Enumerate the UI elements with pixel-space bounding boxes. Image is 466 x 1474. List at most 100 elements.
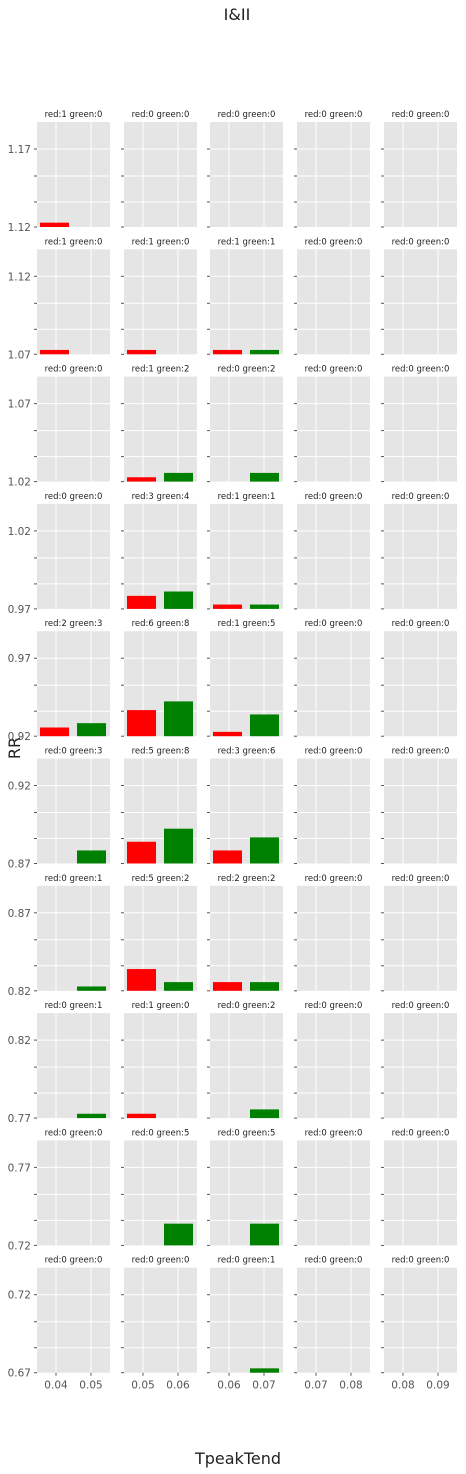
facet-panel: red:3 green:4 xyxy=(121,492,197,610)
panel-background xyxy=(384,631,457,737)
panel-label: red:0 green:0 xyxy=(132,110,190,120)
y-tick-label: 1.02 xyxy=(8,526,31,538)
facet-panel: red:0 green:0 xyxy=(294,1128,370,1246)
panel-label: red:0 green:1 xyxy=(45,1001,103,1011)
facet-panel: red:0 green:0 xyxy=(381,747,457,864)
panel-background xyxy=(210,376,283,482)
bar-green xyxy=(250,349,279,355)
facet-panel: red:0 green:0 xyxy=(381,365,457,483)
panel-background xyxy=(297,1013,370,1119)
x-tick-label: 0.08 xyxy=(339,1380,362,1392)
panel-label: red:0 green:0 xyxy=(392,110,450,120)
panel-label: red:0 green:0 xyxy=(392,1001,450,1011)
bar-green xyxy=(77,723,106,737)
panel-background xyxy=(297,249,370,355)
facet-panel: red:1 green:0 xyxy=(34,110,110,228)
facet-panel: red:0 green:1 xyxy=(34,874,110,992)
panel-label: red:0 green:0 xyxy=(305,1256,363,1266)
panel-label: red:0 green:2 xyxy=(218,365,276,375)
panel-background xyxy=(210,249,283,355)
y-tick-label: 1.12 xyxy=(8,222,31,234)
panel-background xyxy=(384,122,457,227)
y-tick-label: 0.92 xyxy=(8,731,31,743)
facet-panel: red:1 green:0 xyxy=(34,237,110,355)
facet-panel: red:0 green:0 xyxy=(381,110,457,228)
facet-panel: red:1 green:5 xyxy=(207,619,283,737)
facet-panel: red:0 green:2 xyxy=(207,365,283,483)
facet-panel: red:0 green:0 xyxy=(294,237,370,355)
panel-label: red:0 green:0 xyxy=(392,1256,450,1266)
panel-background xyxy=(37,758,110,864)
x-tick-label: 0.07 xyxy=(252,1380,275,1392)
facet-panel: red:0 green:2 xyxy=(207,1001,283,1119)
y-axis-label: RR xyxy=(5,737,24,759)
panel-background xyxy=(124,122,197,227)
panel-background xyxy=(384,1267,457,1373)
facet-panel: red:0 green:0 xyxy=(34,1256,110,1374)
facet-panel: red:0 green:0 xyxy=(121,1256,197,1374)
panel-background xyxy=(37,1267,110,1373)
panel-label: red:3 green:4 xyxy=(132,492,190,502)
bar-green xyxy=(164,701,193,737)
bar-red xyxy=(213,349,242,355)
panel-background xyxy=(210,885,283,991)
bar-red xyxy=(127,969,156,991)
panel-label: red:0 green:0 xyxy=(392,237,450,247)
panel-background xyxy=(210,122,283,227)
panel-background xyxy=(37,885,110,991)
facet-panel: red:0 green:0 xyxy=(381,492,457,610)
bar-green xyxy=(164,828,193,864)
bar-red xyxy=(213,604,242,609)
panel-background xyxy=(297,376,370,482)
panel-background xyxy=(297,503,370,609)
panel-background xyxy=(37,631,110,737)
panel-label: red:1 green:0 xyxy=(132,237,190,247)
y-tick-label: 0.97 xyxy=(8,653,31,665)
panel-label: red:1 green:0 xyxy=(45,237,103,247)
panel-background xyxy=(384,1140,457,1246)
facet-panel: red:0 green:0 xyxy=(294,110,370,228)
y-tick-label: 1.02 xyxy=(8,477,31,489)
facet-panel: red:0 green:0 xyxy=(121,110,197,228)
facet-panel: red:0 green:1 xyxy=(207,1256,283,1374)
panel-label: red:0 green:5 xyxy=(132,1128,190,1138)
x-axis-label: TpeakTend xyxy=(194,1449,281,1468)
y-tick-label: 1.07 xyxy=(8,349,31,361)
panel-label: red:0 green:0 xyxy=(305,1001,363,1011)
facet-panel: red:0 green:0 xyxy=(294,1001,370,1119)
panel-label: red:1 green:0 xyxy=(45,110,103,120)
panel-label: red:0 green:5 xyxy=(218,1128,276,1138)
bar-red xyxy=(127,841,156,864)
bar-green xyxy=(250,714,279,737)
bar-green xyxy=(250,1368,279,1373)
bar-green xyxy=(77,1113,106,1119)
facet-panel: red:0 green:3 xyxy=(34,747,110,864)
panel-label: red:2 green:3 xyxy=(45,619,103,629)
facet-panel: red:2 green:3 xyxy=(34,619,110,737)
bar-green xyxy=(164,591,193,609)
facet-panel: red:0 green:0 xyxy=(294,1256,370,1374)
panel-background xyxy=(210,1013,283,1119)
facet-panel: red:0 green:0 xyxy=(294,747,370,864)
panel-label: red:0 green:2 xyxy=(218,1001,276,1011)
panel-background xyxy=(384,758,457,864)
bar-red xyxy=(127,595,156,609)
panel-background xyxy=(384,1013,457,1119)
panel-background xyxy=(124,1267,197,1373)
panel-label: red:0 green:0 xyxy=(305,619,363,629)
panel-background xyxy=(124,249,197,355)
figure-title: I&II xyxy=(224,5,251,24)
panel-label: red:5 green:8 xyxy=(132,747,190,757)
panel-label: red:0 green:0 xyxy=(392,619,450,629)
panel-background xyxy=(210,1267,283,1373)
panel-label: red:0 green:0 xyxy=(392,747,450,757)
x-tick-label: 0.08 xyxy=(391,1380,414,1392)
panel-label: red:0 green:0 xyxy=(392,1128,450,1138)
y-tick-label: 0.67 xyxy=(8,1368,31,1380)
bar-red xyxy=(127,710,156,737)
panel-background xyxy=(384,376,457,482)
facet-panel: red:0 green:0 xyxy=(381,237,457,355)
bar-red xyxy=(40,349,69,355)
panel-background xyxy=(124,1013,197,1119)
